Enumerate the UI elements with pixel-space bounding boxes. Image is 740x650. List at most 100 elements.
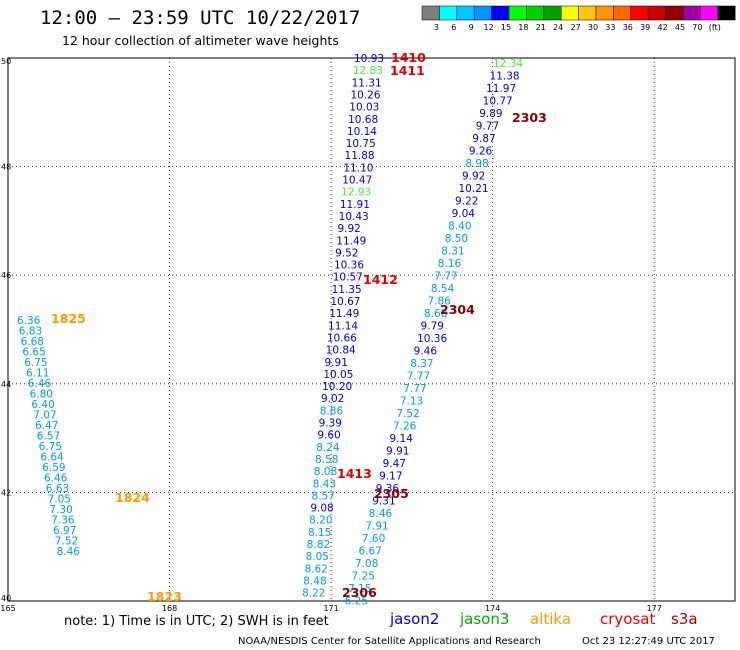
chart-title: 12:00 – 23:59 UTC 10/22/2017 xyxy=(40,7,360,29)
legend-label: 21 xyxy=(536,23,546,32)
time-label: 1825 xyxy=(51,311,86,326)
legend-label: 3 xyxy=(434,23,439,32)
legend-label: (ft) xyxy=(709,23,721,32)
jason3-value: 7.77 xyxy=(434,271,457,283)
jason3-value: 12.34 xyxy=(493,58,523,70)
legend-swatch xyxy=(647,5,666,21)
jason3-value: 7.77 xyxy=(407,371,430,383)
jason3-value: 7.13 xyxy=(400,396,423,408)
jason3-value: 9.14 xyxy=(390,433,414,445)
jason2-value: 10.43 xyxy=(339,211,369,223)
legend-swatch xyxy=(665,5,684,21)
jason2-value: 10.75 xyxy=(346,138,376,150)
jason2-value: 10.93 xyxy=(354,53,384,65)
altika-value: 8.46 xyxy=(57,546,81,558)
jason2-value: 9.91 xyxy=(325,357,348,369)
y-tick-label: 48 xyxy=(1,163,11,172)
jason2-value: 8.20 xyxy=(309,515,332,527)
legend-label: 45 xyxy=(675,23,685,32)
altika-value: 6.80 xyxy=(30,389,53,401)
altika-value: 7.05 xyxy=(48,494,71,506)
jason2-value: 8.43 xyxy=(313,478,336,490)
jason2-value: 8.86 xyxy=(320,405,344,417)
jason2-value: 10.05 xyxy=(323,369,353,381)
satellite-label-jason2: jason2 xyxy=(389,610,439,628)
legend-label: 12 xyxy=(484,23,494,32)
jason2-value: 10.66 xyxy=(327,332,357,344)
legend-label: 30 xyxy=(588,23,598,32)
x-tick-label: 165 xyxy=(0,604,15,613)
jason2-value: 9.52 xyxy=(335,247,358,259)
altika-value: 6.57 xyxy=(37,431,60,443)
altika-value: 7.36 xyxy=(51,515,75,527)
x-tick-label: 168 xyxy=(162,604,177,613)
chart-subtitle: 12 hour collection of altimeter wave hei… xyxy=(62,33,339,48)
satellite-label-jason3: jason3 xyxy=(459,610,509,628)
jason2-value: 11.35 xyxy=(332,284,362,296)
jason2-value: 10.84 xyxy=(326,345,356,357)
footer: note: 1) Time is in UTC; 2) SWH is in fe… xyxy=(64,610,715,647)
jason3-value: 9.89 xyxy=(479,108,502,120)
altika-value: 6.63 xyxy=(46,483,69,495)
jason3-value: 11.38 xyxy=(490,71,520,83)
time-label: 2303 xyxy=(512,110,547,125)
jason2-value: 8.05 xyxy=(306,551,329,563)
jason2-value: 8.08 xyxy=(314,466,337,478)
jason3-value: 7.60 xyxy=(362,533,385,545)
jason2-value: 8.62 xyxy=(304,563,327,575)
altika-value: 6.40 xyxy=(31,399,54,411)
jason3-value: 6.25 xyxy=(345,596,368,608)
jason2-value: 10.03 xyxy=(349,102,379,114)
legend-label: 36 xyxy=(623,23,633,32)
jason2-value: 11.88 xyxy=(345,150,375,162)
jason2-value: 8.58 xyxy=(315,454,338,466)
legend-swatch xyxy=(700,5,719,21)
legend-label: 9 xyxy=(469,23,474,32)
jason3-value: 7.25 xyxy=(352,571,375,583)
legend-swatch xyxy=(630,5,649,21)
satellite-label-cryosat: cryosat xyxy=(600,610,655,628)
jason3-value: 9.91 xyxy=(386,446,409,458)
jason3-value: 7.86 xyxy=(427,296,451,308)
time-label: 2306 xyxy=(342,585,377,600)
color-legend: 3 6 9 12 15 18 21 24 27 30 33 36 39 42 45 70 (ft) xyxy=(421,5,736,32)
legend-label: 18 xyxy=(518,23,528,32)
jason2-value: 8.24 xyxy=(316,442,340,454)
jason3-value: 7.26 xyxy=(393,421,417,433)
altika-value: 6.65 xyxy=(22,347,45,359)
time-label: 2304 xyxy=(440,302,475,317)
x-tick-label: 174 xyxy=(485,604,500,613)
legend-swatch xyxy=(456,5,475,21)
legend-swatch xyxy=(421,5,440,21)
legend-label: 33 xyxy=(605,23,615,32)
jason2-value: 8.48 xyxy=(303,575,326,587)
legend-label: 24 xyxy=(553,23,563,32)
jason3-value: 8.50 xyxy=(445,233,468,245)
jason3-value: 9.04 xyxy=(452,208,476,220)
jason3-value: 9.77 xyxy=(476,121,499,133)
y-tick-label: 44 xyxy=(1,380,11,389)
jason3-value: 7.08 xyxy=(355,558,378,570)
legend-swatch xyxy=(595,5,614,21)
altika-value: 6.46 xyxy=(28,378,52,390)
jason3-value: 9.87 xyxy=(472,133,495,145)
y-tick-label: 50 xyxy=(1,57,11,66)
legend-swatch xyxy=(439,5,458,21)
y-tick-label: 46 xyxy=(1,271,11,280)
legend-swatch xyxy=(613,5,632,21)
jason3-value: 8.37 xyxy=(410,358,433,370)
jason2-value: 10.20 xyxy=(322,381,352,393)
altika-value: 6.59 xyxy=(42,462,65,474)
jason2-value: 10.14 xyxy=(347,126,377,138)
jason3-value: 10.36 xyxy=(417,333,447,345)
plot-frame xyxy=(7,57,736,602)
altika-value: 6.83 xyxy=(19,326,42,338)
jason2-value: 10.57 xyxy=(333,272,363,284)
legend-label: 6 xyxy=(451,23,456,32)
jason3-value: 10.77 xyxy=(483,96,513,108)
jason3-value: 6.67 xyxy=(358,546,381,558)
jason3-value: 9.31 xyxy=(372,496,395,508)
jason2-value: 12.83 xyxy=(353,65,383,77)
jason2-value: 10.67 xyxy=(330,296,360,308)
legend-swatch xyxy=(560,5,579,21)
